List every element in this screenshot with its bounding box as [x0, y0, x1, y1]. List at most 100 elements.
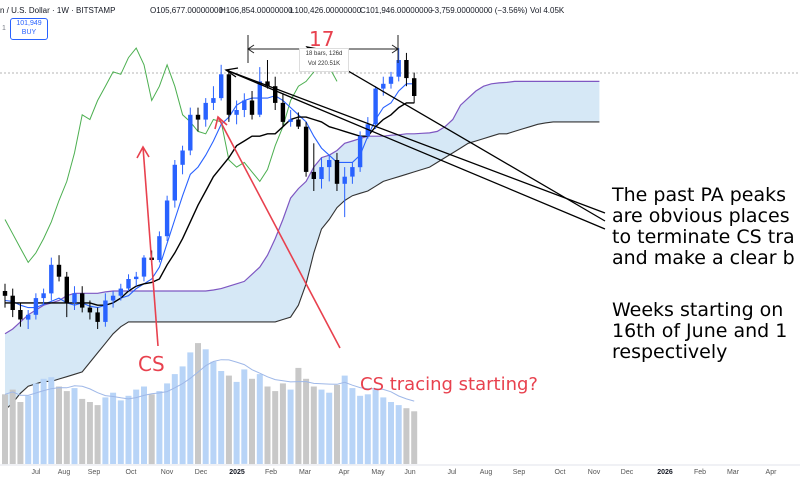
time-axis-tick-label: Oct	[125, 469, 137, 476]
volume-bar	[171, 374, 178, 464]
candle-body	[18, 310, 23, 320]
candle	[257, 67, 262, 118]
volume-bar	[364, 394, 371, 465]
candle	[234, 100, 239, 125]
volume-bar	[272, 391, 279, 464]
candle-body	[265, 81, 270, 87]
close-value: C101,946.00000000	[360, 6, 433, 15]
candle-body	[273, 86, 278, 103]
candle	[80, 286, 85, 313]
candle	[265, 60, 270, 89]
volume-bar	[40, 378, 47, 465]
candle	[357, 131, 363, 172]
volume-bar	[179, 366, 186, 465]
candle	[404, 52, 409, 87]
volume-bar	[256, 374, 263, 464]
ichimoku-cloud	[5, 81, 600, 411]
volume-bar	[187, 352, 194, 464]
candle	[126, 274, 131, 291]
time-axis-tick-label: May	[371, 469, 385, 476]
volume-bar	[141, 386, 147, 464]
candle	[327, 155, 332, 182]
candle-body	[404, 60, 409, 79]
candle	[388, 71, 394, 89]
candle	[33, 293, 39, 320]
volume-bar	[210, 361, 217, 464]
candle-body	[388, 76, 394, 84]
candle-body	[296, 119, 301, 127]
time-axis-tick-label: Jul	[447, 469, 457, 476]
buy-button[interactable]: 101,949 BUY	[10, 18, 48, 40]
candle	[311, 143, 316, 191]
volume-bar	[326, 392, 333, 464]
candle	[72, 286, 77, 310]
volume-bar	[56, 386, 62, 464]
candle	[95, 307, 100, 329]
measure-volume-text: Vol 220.51K	[307, 61, 341, 67]
candle-body	[203, 102, 208, 120]
volume-bar	[341, 375, 348, 464]
candle-body	[56, 264, 62, 277]
tenkan-sen	[4, 83, 415, 309]
arrow-to-december-peak-2	[225, 69, 606, 230]
candle-body	[49, 264, 54, 294]
candle-body	[118, 288, 123, 296]
candle	[64, 271, 69, 318]
volume-bar	[71, 388, 78, 465]
time-axis-tick-label: Jul	[31, 469, 41, 476]
candle-body	[134, 276, 139, 280]
candle-body	[234, 110, 239, 115]
cs-tracing-label: CS tracing starting?	[360, 374, 538, 395]
cs-tracing-arrow	[217, 116, 341, 349]
candle	[249, 91, 255, 120]
candle	[226, 69, 232, 122]
candle-body	[381, 83, 386, 89]
volume-bar	[318, 389, 325, 464]
volume-bar	[403, 408, 410, 464]
senkou-span-b	[4, 121, 600, 411]
cloud-fill	[5, 81, 600, 411]
volume-bar	[148, 394, 155, 465]
candle-body	[288, 119, 293, 122]
volume-bar	[249, 378, 255, 465]
candle-body	[110, 295, 116, 301]
candle-body	[72, 293, 77, 303]
volume-bars	[2, 343, 418, 465]
candle	[134, 271, 139, 287]
candle	[373, 86, 378, 129]
volume-bar	[125, 395, 132, 464]
time-axis-tick-label: Mar	[298, 469, 312, 476]
candle	[188, 107, 193, 156]
volume-bar	[295, 367, 302, 464]
volume-bar	[287, 389, 294, 464]
time-axis-tick-label: Nov	[160, 469, 174, 476]
candle	[334, 152, 340, 191]
candle-body	[303, 126, 309, 172]
symbol-label: n / U.S. Dollar · 1W · BITSTAMP	[0, 6, 116, 15]
candle	[141, 255, 147, 282]
note-line-1: The past PA peaks	[612, 184, 787, 206]
volume-bar	[164, 383, 171, 464]
candle-body	[195, 114, 201, 120]
candle-body	[26, 314, 31, 320]
candle	[319, 157, 324, 189]
volume-bar	[357, 395, 364, 464]
volume-bar	[411, 411, 418, 464]
volume-bar	[388, 402, 394, 464]
volume-bar	[334, 384, 340, 464]
candle-body	[319, 167, 324, 179]
candle-body	[10, 295, 15, 310]
time-axis-tick-label: Feb	[693, 469, 707, 476]
volume-bar	[264, 386, 271, 464]
volume-bar	[94, 405, 101, 464]
candle	[203, 98, 208, 127]
change-value: −3,759.00000000 (−3.56%)	[430, 6, 528, 15]
cs-arrowhead	[136, 145, 150, 159]
candle	[280, 93, 286, 127]
buy-label: BUY	[21, 29, 37, 36]
volume-bar	[218, 371, 225, 464]
arrow-to-december-peak	[225, 69, 606, 214]
candle-body	[334, 160, 340, 184]
candle	[87, 300, 93, 320]
